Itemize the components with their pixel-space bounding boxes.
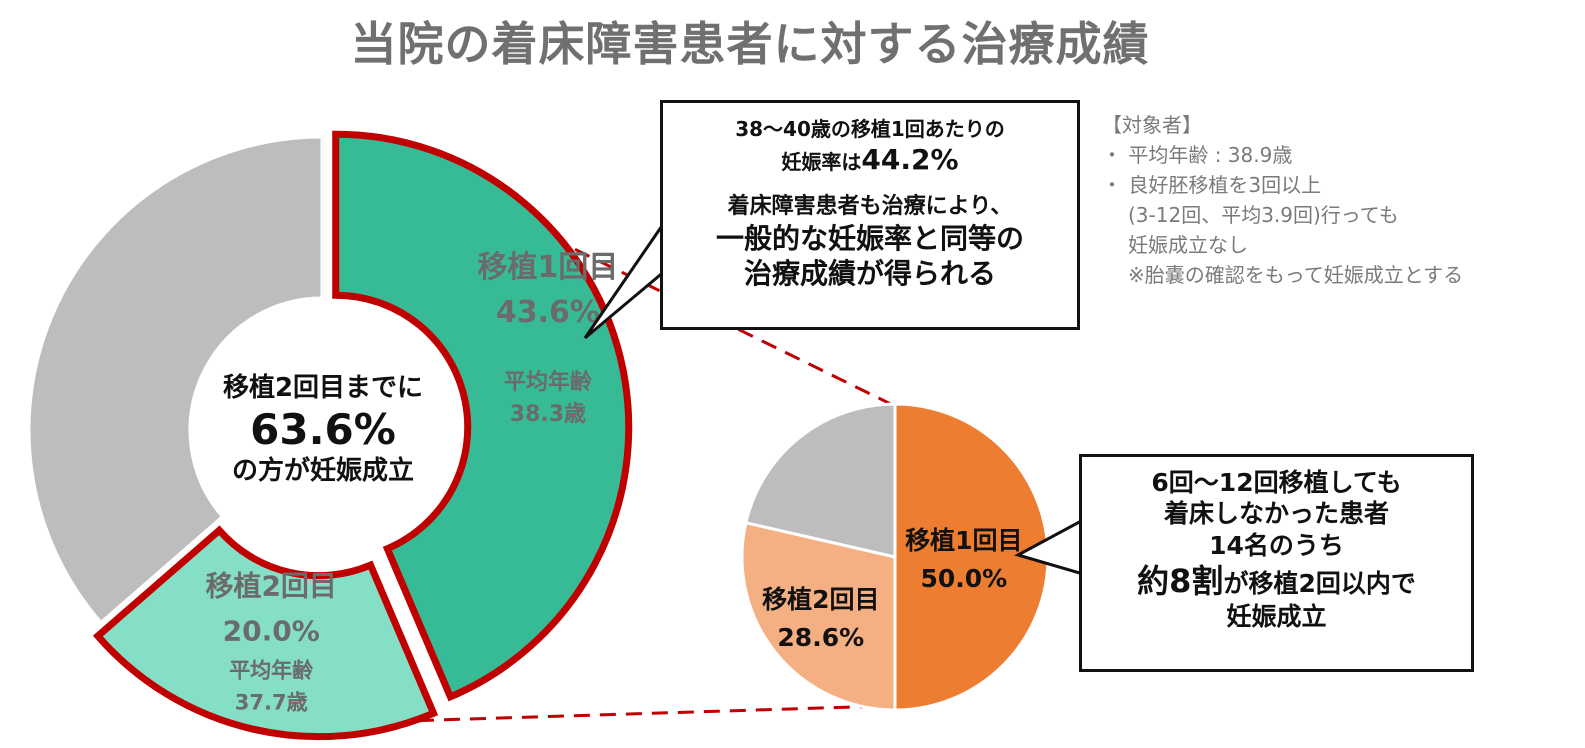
callout1-line4: 一般的な妊娠率と同等の	[663, 221, 1077, 256]
target-bullet-transfer: ・ 良好胚移植を3回以上	[1102, 170, 1463, 200]
donut-slice-label-1: 移植1回目	[477, 250, 618, 285]
callout1-line1: 38〜40歳の移植1回あたりの	[663, 117, 1077, 142]
donut-slice-value-1: 43.6%	[496, 295, 600, 330]
pie-chart	[742, 404, 1048, 710]
callout1-line2-pre: 妊娠率は	[781, 150, 861, 174]
target-bullet-transfer-result: 妊娠成立なし	[1102, 230, 1463, 260]
donut-center-text: 移植2回目までに 63.6% の方が妊娠成立	[192, 372, 454, 487]
donut-slice-age-2: 37.7歳	[235, 691, 308, 715]
target-bullet-transfer-detail: (3-12回、平均3.9回)行っても	[1102, 200, 1463, 230]
callout2-line4-em: 約8割	[1137, 562, 1223, 600]
callout2-line5: 妊娠成立	[1082, 601, 1471, 632]
callout2-line4-rest: が移植2回以内で	[1223, 569, 1415, 598]
callout2-line3: 14名のうち	[1082, 530, 1471, 561]
donut-slice-sublabel-2: 平均年齢	[229, 659, 314, 683]
donut-center-line3: の方が妊娠成立	[192, 455, 454, 488]
callout2-line2: 着床しなかった患者	[1082, 498, 1471, 529]
target-bullet-age: ・ 平均年齢 : 38.9歳	[1102, 140, 1463, 170]
target-population-notes: 【対象者】 ・ 平均年齢 : 38.9歳 ・ 良好胚移植を3回以上 (3-12回…	[1102, 110, 1463, 290]
pie-slice-label-1: 移植1回目	[905, 526, 1022, 555]
callout1-line3: 着床障害患者も治療により、	[663, 193, 1077, 221]
donut-slice-label-2: 移植2回目	[205, 570, 336, 603]
callout1-line5: 治療成績が得られる	[663, 256, 1077, 291]
donut-center-line1: 移植2回目までに	[192, 372, 454, 405]
pie-slice-label-2: 移植2回目	[762, 585, 879, 614]
callout2-line4: 約8割が移植2回以内で	[1082, 561, 1471, 601]
target-heading: 【対象者】	[1102, 110, 1463, 140]
donut-slice-value-2: 20.0%	[223, 615, 320, 648]
callout-box-pregnancy-rate: 38〜40歳の移植1回あたりの 妊娠率は44.2% 着床障害患者も治療により、 …	[660, 100, 1080, 330]
donut-center-value: 63.6%	[192, 405, 454, 455]
donut-slice-sublabel-1: 平均年齢	[504, 369, 593, 395]
pie-slice-value-2: 28.6%	[777, 623, 864, 652]
callout2-line1: 6回〜12回移植しても	[1082, 467, 1471, 498]
callout-box-patients: 6回〜12回移植しても 着床しなかった患者 14名のうち 約8割が移植2回以内で…	[1079, 454, 1474, 672]
pie-slice-value-1: 50.0%	[920, 564, 1007, 593]
callout1-line2-value: 44.2%	[861, 143, 958, 176]
donut-slice-age-1: 38.3歳	[510, 402, 586, 427]
target-note: ※胎嚢の確認をもって妊娠成立とする	[1102, 260, 1463, 290]
callout1-line2: 妊娠率は44.2%	[663, 142, 1077, 177]
